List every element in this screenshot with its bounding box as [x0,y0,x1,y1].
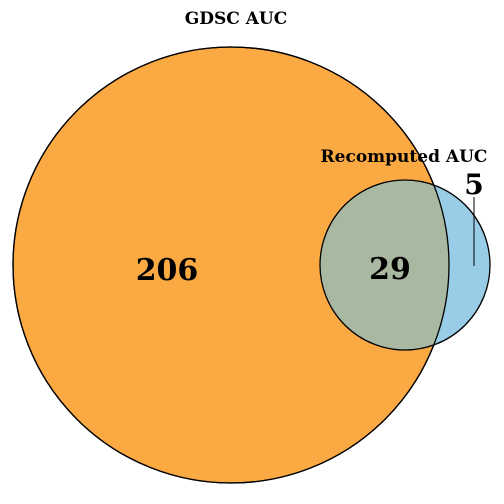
gdsc-auc-outline [12,46,450,484]
intersection-count: 29 [369,252,411,287]
gdsc-only-count: 206 [136,253,199,288]
recomputed-auc-outline [319,179,491,351]
recomputed-only-count: 5 [464,168,483,201]
recomputed-auc-label: Recomputed AUC [321,147,488,167]
gdsc-auc-label: GDSC AUC [185,9,288,29]
